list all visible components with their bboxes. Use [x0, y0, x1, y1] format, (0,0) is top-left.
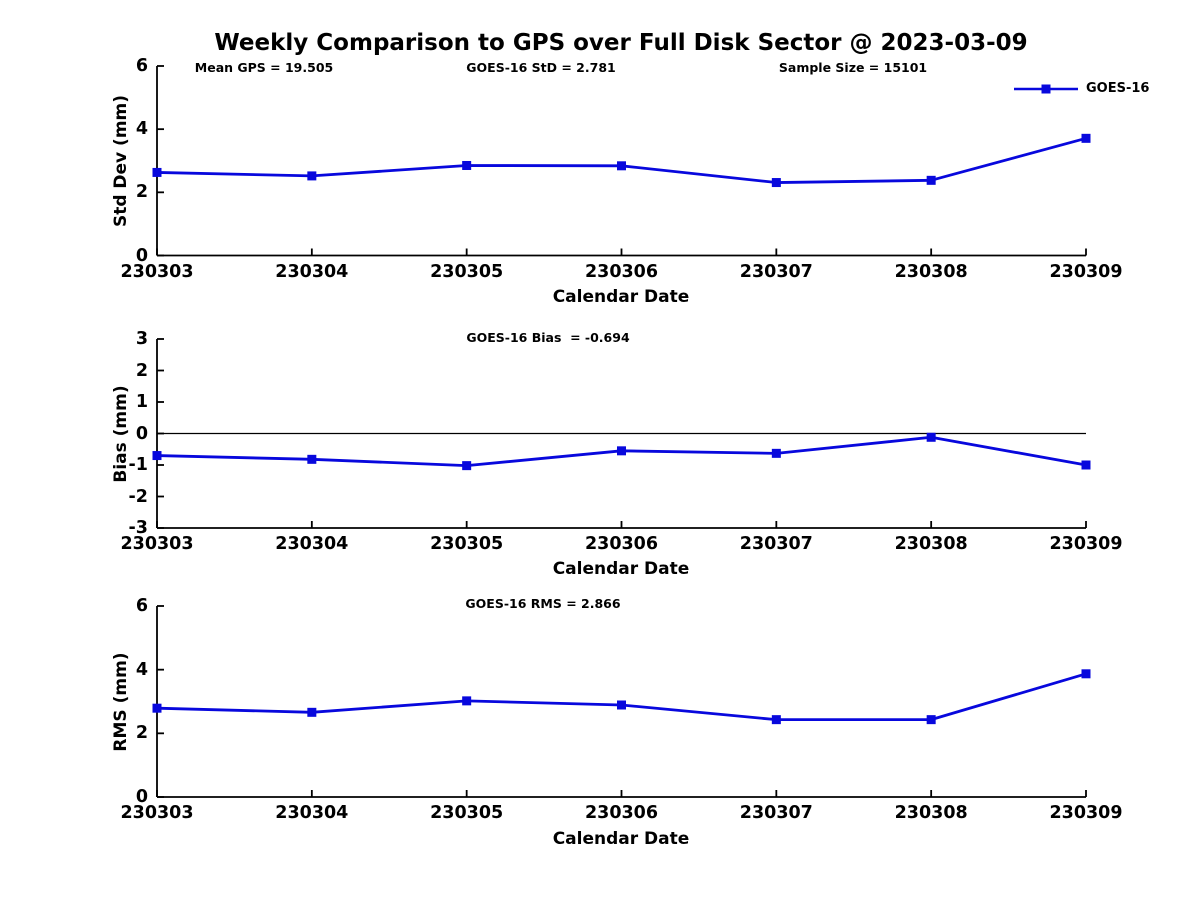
legend-label: GOES-16 — [1086, 81, 1150, 96]
xlabel-calendar-date-bottom: Calendar Date — [552, 829, 690, 849]
legend: GOES-16 — [1014, 81, 1149, 96]
y-tick-label: 4 — [135, 119, 148, 140]
y-tick-label: 6 — [135, 56, 148, 76]
y-tick-label: 1 — [135, 392, 148, 412]
data-point-marker — [462, 696, 472, 706]
x-tick-label: 230303 — [120, 534, 194, 554]
data-point-marker — [926, 715, 936, 725]
y-tick-label: 0 — [135, 245, 148, 266]
data-point-marker — [1081, 460, 1091, 470]
data-point-marker — [307, 454, 317, 464]
xlabel-calendar-date-middle: Calendar Date — [552, 559, 690, 579]
x-tick-label: 230305 — [430, 803, 504, 823]
y-tick-label: 0 — [135, 787, 148, 807]
data-point-marker — [771, 448, 781, 458]
annotation-sample-size: Sample Size = 15101 — [778, 60, 928, 75]
y-tick-label: -3 — [128, 518, 148, 538]
data-point-marker — [1081, 669, 1091, 679]
x-tick-label: 230309 — [1049, 261, 1123, 282]
data-point-marker — [926, 175, 936, 185]
x-tick-label: 230308 — [894, 534, 968, 554]
annotation-goes16-rms: GOES-16 RMS = 2.866 — [465, 596, 621, 611]
x-tick-label: 230304 — [275, 261, 349, 282]
data-point-marker — [152, 451, 162, 461]
data-point-marker — [617, 446, 626, 456]
data-point-marker — [307, 171, 317, 181]
x-tick-label: 230303 — [120, 803, 194, 823]
x-tick-label: 230308 — [894, 803, 968, 823]
legend-line-marker-icon — [1014, 84, 1078, 93]
xlabel-calendar-date-top: Calendar Date — [552, 287, 690, 307]
x-tick-label: 230304 — [275, 534, 349, 554]
x-tick-label: 230307 — [739, 261, 813, 282]
data-point-marker — [462, 461, 472, 471]
y-tick-label: -2 — [128, 486, 148, 507]
x-tick-label: 230303 — [120, 261, 194, 282]
x-tick-label: 230306 — [584, 534, 659, 554]
annotation-goes16-std: GOES-16 StD = 2.781 — [466, 60, 616, 75]
y-tick-label: 2 — [135, 360, 148, 381]
y-tick-label: 3 — [135, 329, 148, 349]
y-tick-label: -1 — [128, 455, 148, 475]
y-tick-label: 4 — [135, 659, 148, 680]
x-tick-label: 230307 — [739, 534, 813, 554]
data-point-marker — [1081, 133, 1091, 143]
x-tick-label: 230305 — [430, 534, 504, 554]
y-tick-label: 2 — [135, 182, 148, 203]
x-tick-label: 230309 — [1049, 534, 1123, 554]
x-tick-label: 230305 — [430, 261, 504, 282]
y-tick-label: 0 — [135, 423, 148, 444]
annotation-mean-gps: Mean GPS = 19.505 — [194, 60, 334, 75]
series-line-goes-16 — [156, 672, 1087, 722]
x-tick-label: 230304 — [275, 803, 349, 823]
data-point-marker — [617, 161, 626, 171]
y-tick-label: 6 — [135, 596, 148, 616]
annotation-goes16-bias: GOES-16 Bias = -0.694 — [466, 330, 630, 345]
x-tick-label: 230309 — [1049, 803, 1123, 823]
ylabel-std-dev: Std Dev (mm) — [111, 94, 131, 228]
x-tick-label: 230306 — [584, 261, 659, 282]
series-line-goes-16 — [156, 136, 1087, 184]
data-point-marker — [926, 432, 936, 442]
y-tick-label: 2 — [135, 723, 148, 744]
x-tick-label: 230306 — [584, 803, 659, 823]
x-tick-label: 230307 — [739, 803, 813, 823]
data-point-marker — [617, 700, 626, 710]
x-tick-label: 230308 — [894, 261, 968, 282]
figure-title: Weekly Comparison to GPS over Full Disk … — [214, 30, 1028, 56]
data-point-marker — [771, 715, 781, 725]
data-point-marker — [307, 707, 317, 717]
data-point-marker — [771, 178, 781, 188]
data-point-marker — [152, 703, 162, 713]
data-point-marker — [152, 167, 162, 177]
data-point-marker — [462, 160, 472, 170]
